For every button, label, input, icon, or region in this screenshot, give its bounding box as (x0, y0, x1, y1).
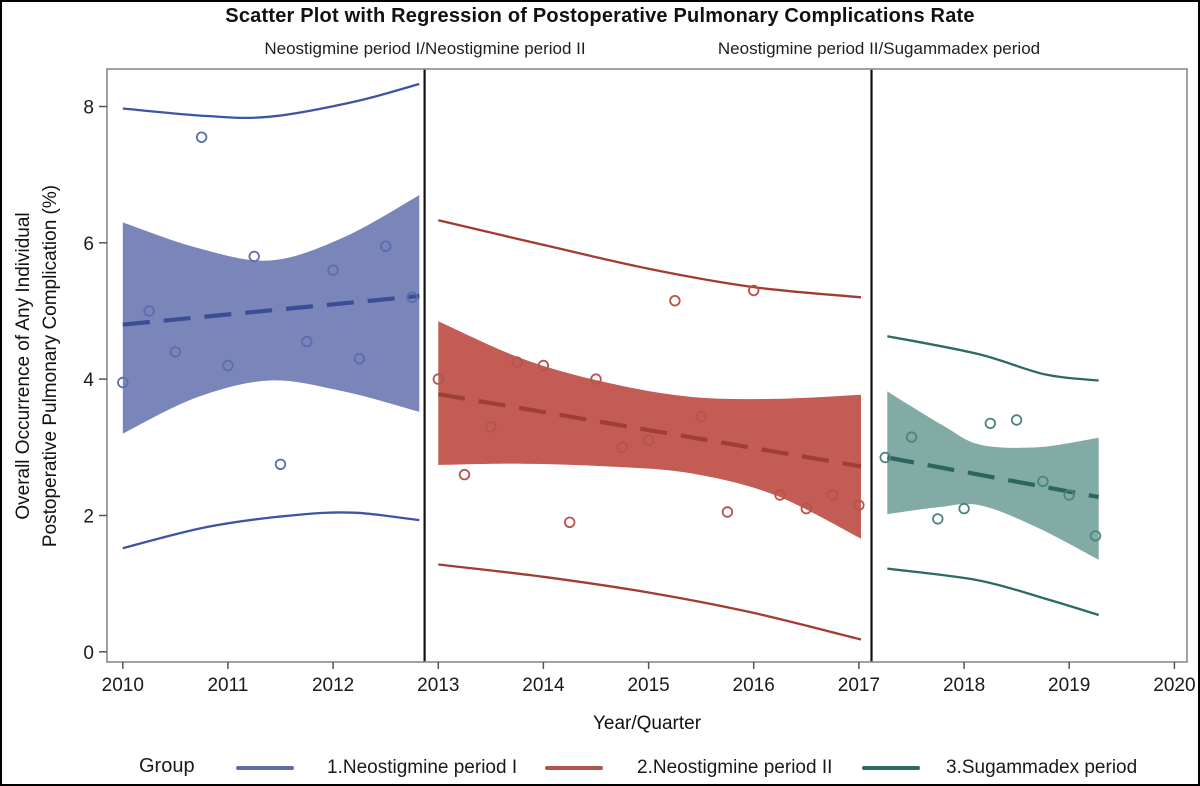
scatter-point (353, 353, 366, 365)
scatter-point (616, 441, 629, 454)
scatter-point (984, 417, 997, 430)
scatter-point (511, 356, 523, 368)
scatter-point (458, 468, 471, 481)
upper-confidence-limit-line (122, 82, 420, 120)
scatter-point (905, 431, 918, 443)
x-tick-label: 2011 (207, 675, 248, 696)
scatter-point (274, 458, 287, 471)
panel-header-neostigmine-2-sugammadex: Neostigmine period II/Sugammadex period (717, 39, 1041, 58)
y-tick-label: 0 (83, 643, 94, 664)
panel-header-neostigmine-1-2: Neostigmine period I/Neostigmine period … (264, 39, 586, 58)
scatter-point (932, 513, 944, 525)
scatter-point (774, 489, 786, 501)
scatter-point (1037, 475, 1049, 488)
scatter-point (117, 376, 129, 389)
y-tick-label: 4 (83, 370, 94, 391)
legend-label-neostigmine-2: 2.Neostigmine period II (637, 757, 833, 778)
scatter-point (642, 434, 655, 447)
regression-line (122, 293, 420, 327)
scatter-point (1063, 489, 1075, 501)
scatter-point (564, 516, 576, 529)
series-2 (432, 219, 865, 641)
scatter-point (380, 240, 392, 252)
scatter-point (669, 295, 681, 307)
scatter-point (695, 410, 707, 423)
scatter-point (301, 335, 313, 348)
regression-line (437, 392, 862, 469)
y-tick-label: 8 (83, 98, 94, 119)
scatter-point (590, 373, 602, 385)
regression-line (886, 455, 1100, 500)
scatter-point (1010, 414, 1023, 426)
legend-label-neostigmine-1: 1.Neostigmine period I (327, 757, 518, 778)
scatter-point (721, 506, 734, 518)
confidence-band (122, 195, 420, 434)
x-tick-label: 2014 (522, 675, 565, 696)
scatter-point (826, 489, 839, 501)
chart-title: Scatter Plot with Regression of Postoper… (225, 5, 975, 27)
scatter-point (853, 499, 865, 511)
scatter-point (1089, 530, 1102, 542)
scatter-point (800, 502, 813, 515)
legend-label-sugammadex: 3.Sugammadex period (946, 757, 1138, 778)
scatter-point (327, 264, 339, 276)
x-tick-label: 2019 (1048, 675, 1090, 696)
scatter-point (537, 359, 550, 372)
scatter-point (406, 291, 418, 304)
scatter-point (222, 359, 234, 372)
series-3 (879, 335, 1102, 617)
y-tick-label: 6 (83, 234, 94, 255)
lower-confidence-limit-line (122, 511, 420, 550)
upper-confidence-limit-line (887, 335, 1099, 382)
legend-line-swatch-sugammadex (862, 766, 920, 770)
x-tick-label: 2016 (733, 675, 775, 696)
x-tick-label: 2012 (312, 675, 354, 696)
x-tick-label: 2013 (417, 675, 459, 696)
legend-title: Group (139, 755, 195, 777)
scatter-point (958, 502, 970, 515)
scatter-point (432, 373, 445, 385)
x-tick-label: 2018 (943, 675, 985, 696)
legend: Group 1.Neostigmine period I 2.Neostigmi… (2, 749, 1198, 784)
scatter-point (248, 250, 260, 263)
x-tick-label: 2015 (627, 675, 669, 696)
x-tick-label: 2010 (102, 675, 144, 696)
legend-line-swatch-neostigmine-1 (236, 766, 294, 770)
scatter-point (195, 131, 208, 143)
x-tick-label: 2020 (1153, 675, 1195, 696)
scatter-point (879, 451, 891, 464)
scatter-point (169, 346, 182, 358)
scatter-point (485, 421, 497, 433)
lower-confidence-limit-line (438, 563, 862, 641)
lower-confidence-limit-line (887, 567, 1100, 617)
y-tick-label: 2 (83, 507, 94, 528)
upper-confidence-limit-line (438, 219, 862, 299)
legend-line-swatch-neostigmine-2 (545, 766, 603, 770)
x-tick-label: 2017 (838, 675, 880, 696)
series-1 (117, 82, 420, 550)
scatter-point (748, 284, 760, 297)
scatter-point (143, 305, 155, 317)
plot-frame (106, 68, 1188, 663)
x-axis-title: Year/Quarter (592, 713, 702, 734)
